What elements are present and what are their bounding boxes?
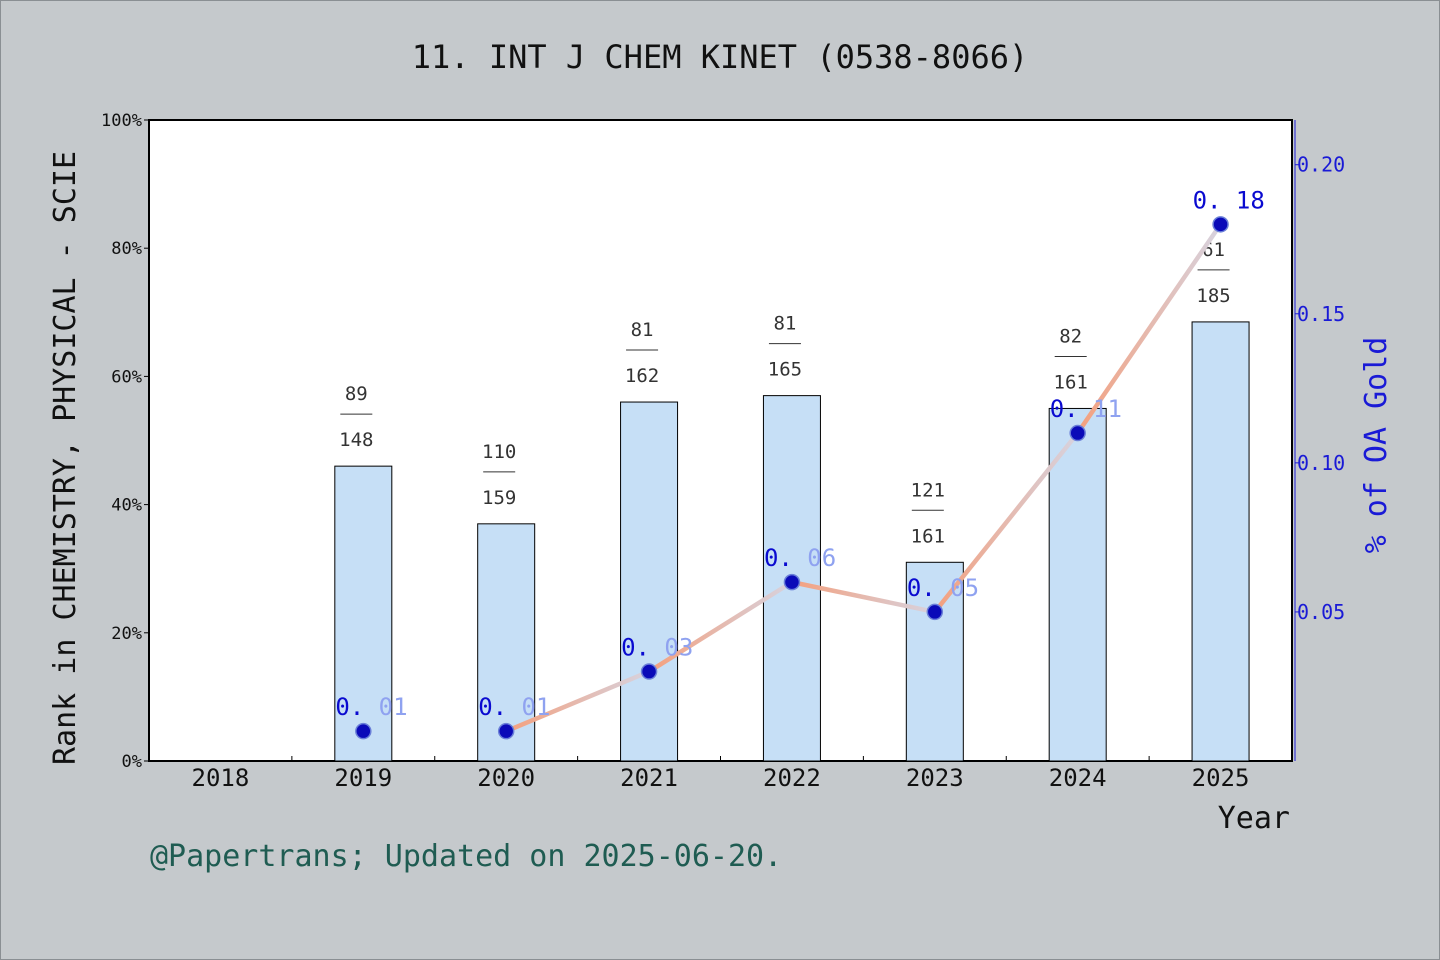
line-segment	[646, 579, 795, 674]
rank-label-2023: 121	[911, 479, 945, 501]
bar-2025	[1191, 321, 1250, 762]
total-label-2025: 185	[1196, 285, 1230, 307]
oa-value-label-2025: 0. 18	[1193, 186, 1265, 214]
oa-point-2025	[1212, 216, 1229, 233]
total-label-2024: 161	[1054, 371, 1088, 393]
total-label-2022: 165	[768, 359, 802, 381]
total-label-2023: 161	[911, 525, 945, 547]
y2-axis-title: % of OA Gold	[1359, 337, 1394, 554]
oa-point-2019	[355, 722, 372, 740]
y2-tick-label: 0.15	[1297, 302, 1345, 326]
y-tick-label: 100%	[101, 111, 142, 131]
line-segment	[932, 430, 1080, 615]
rank-label-2021: 81	[631, 319, 654, 341]
oa-point-2022	[783, 573, 801, 591]
y-tick-label: 40%	[111, 496, 142, 516]
chart-title: 11. INT J CHEM KINET (0538-8066)	[412, 38, 1029, 76]
oa-point-2023	[926, 603, 944, 621]
x-tick-label-2024: 2024	[1049, 764, 1107, 792]
y2-tick-label: 0.20	[1297, 153, 1345, 177]
y-axis-title: Rank in CHEMISTRY, PHYSICAL - SCIE	[48, 151, 83, 765]
oa-value-label-2024: 0. 11	[1050, 395, 1122, 423]
y-tick-label: 0%	[122, 752, 142, 772]
rank-label-2024: 82	[1059, 325, 1082, 347]
rank-label-2019: 89	[345, 383, 368, 405]
y-tick-label: 60%	[111, 367, 142, 387]
axes: 0% 20% 40% 60% 80% 100% 0.05 0.10 0.15 0.20 2018 20…	[101, 111, 1345, 792]
line-segment	[503, 669, 652, 734]
bar-2023	[905, 561, 964, 762]
total-label-2019: 148	[339, 429, 373, 451]
y-tick-label: 80%	[111, 239, 142, 259]
oa-value-label-2020: 0. 01	[478, 693, 550, 721]
total-label-2021: 162	[625, 365, 659, 387]
y-tick-label: 20%	[111, 624, 142, 644]
oa-point-2024	[1069, 424, 1086, 442]
x-tick-label-2018: 2018	[192, 764, 250, 792]
oa-value-label-2022: 0. 06	[764, 544, 836, 572]
rank-label-2022: 81	[773, 313, 796, 335]
x-tick-label-2025: 2025	[1192, 764, 1250, 792]
line-segment	[789, 579, 938, 615]
oa-point-2021	[640, 663, 658, 680]
x-tick-label-2021: 2021	[620, 764, 678, 792]
x-tick-label-2023: 2023	[906, 764, 964, 792]
x-tick-label-2019: 2019	[334, 764, 392, 792]
bar-2019	[334, 465, 393, 762]
bar-series	[334, 321, 1250, 762]
rank-label-2020: 110	[482, 441, 516, 463]
oa-value-label-2023: 0. 05	[907, 574, 979, 602]
x-axis-title: Year	[1218, 801, 1290, 836]
total-label-2020: 159	[482, 487, 516, 509]
x-tick-label-2022: 2022	[763, 764, 821, 792]
y2-tick-label: 0.10	[1297, 451, 1345, 475]
oa-line-series: 0. 01 0. 01 0. 03 0. 06 0. 05 0. 11 0. 18	[335, 186, 1265, 740]
oa-value-label-2019: 0. 01	[335, 693, 407, 721]
line-segment	[1075, 222, 1223, 436]
bar-2021	[620, 401, 679, 762]
footer-note: @Papertrans; Updated on 2025-06-20.	[150, 839, 782, 874]
plot-area	[148, 119, 1293, 762]
oa-value-label-2021: 0. 03	[621, 634, 693, 662]
y2-tick-label: 0.05	[1297, 600, 1345, 624]
bar-2024	[1048, 407, 1107, 762]
oa-point-2020	[497, 722, 515, 740]
x-tick-label-2020: 2020	[477, 764, 535, 792]
